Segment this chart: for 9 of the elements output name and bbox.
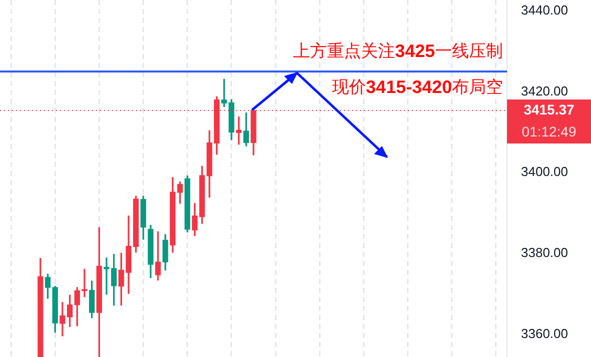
- y-tick-label: 3380.00: [521, 245, 568, 260]
- text: 01:12:49: [522, 123, 576, 140]
- y-tick-label: 3400.00: [521, 164, 568, 180]
- annotation: 上方重点关注3425一线压制: [292, 40, 503, 62]
- ref-line-label: 3415.37: [524, 101, 575, 118]
- annotation: 现价3415-3420布局空: [332, 76, 503, 98]
- y-tick-label: 3420.00: [521, 83, 568, 98]
- y-tick-label: 3440.00: [521, 2, 568, 18]
- y-tick-label: 3360.00: [521, 326, 568, 341]
